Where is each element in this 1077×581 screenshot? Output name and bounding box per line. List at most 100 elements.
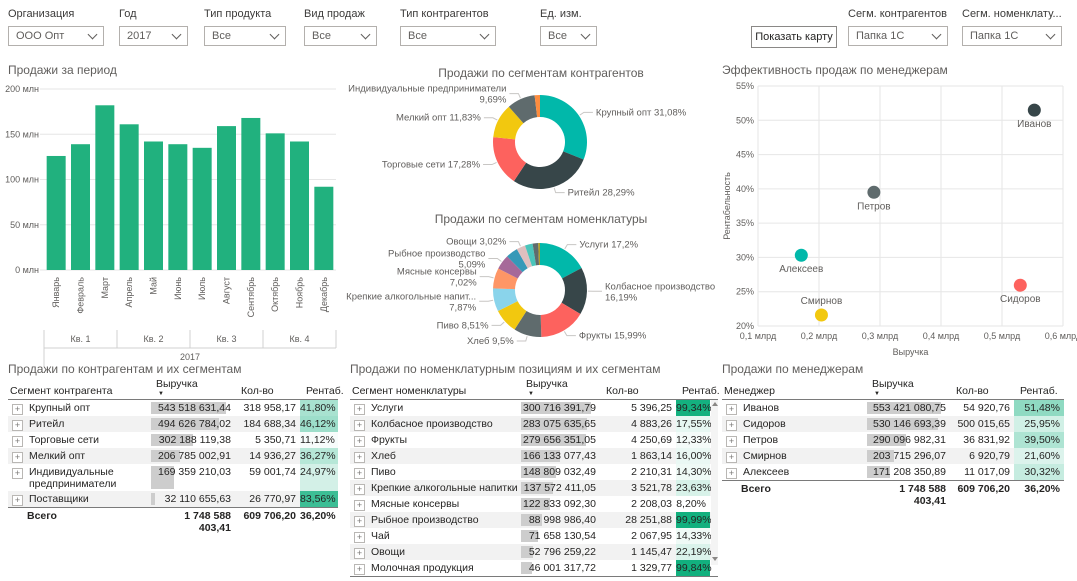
expand-plus-icon[interactable]: + [726,468,737,479]
bar-июнь[interactable] [168,144,188,270]
donut-slice-other[interactable] [507,249,528,273]
table-row-рыбное-производство[interactable]: + Рыбное производство 88 998 986,40 28 251,… [350,512,718,528]
donut-slice-мясные-консервы[interactable] [493,268,518,290]
filter-dropdown-сегм-номенклату-[interactable]: Папка 1С [962,26,1062,46]
column-header-рентаб-[interactable]: Рентаб. [306,385,344,397]
expand-plus-icon[interactable]: + [354,452,365,463]
donut-slice-торговые-сети[interactable] [493,137,527,182]
table-row-иванов[interactable]: + Иванов 553 421 080,75 54 920,76 51,48% [722,400,1064,416]
expand-plus-icon[interactable]: + [12,420,23,431]
donut-slice-other[interactable] [534,95,540,118]
column-header-выручка[interactable]: Выручка ▼ [150,378,235,399]
donut-slice-хлеб[interactable] [514,311,542,337]
filter-dropdown-вид-продаж[interactable]: Все [304,26,377,46]
expand-plus-icon[interactable]: + [12,436,23,447]
bar-январь[interactable] [46,155,66,270]
table-row-поставщики[interactable]: + Поставщики 32 110 655,63 26 770,97 83,56% [8,491,338,507]
table-row-мелкий-опт[interactable]: + Мелкий опт 206 785 002,91 14 936,27 36,27% [8,448,338,464]
column-header-сегмент-контрагента[interactable]: Сегмент контрагента [10,385,113,397]
column-header-кол-во[interactable]: Кол-во [241,385,274,397]
table-row-молочная-продукция[interactable]: + Молочная продукция 46 001 317,72 1 329,77… [350,560,718,576]
donut-slice-фрукты[interactable] [540,302,581,337]
donut-slice-ритейл[interactable] [513,151,584,189]
column-header-сегмент-номенклатуры[interactable]: Сегмент номенклатуры [352,385,467,397]
expand-plus-icon[interactable]: + [354,468,365,479]
table-row-услуги[interactable]: + Услуги 300 716 391,79 5 396,25 99,34% [350,400,718,416]
table-row-чай[interactable]: + Чай 71 658 130,54 2 067,95 14,33% [350,528,718,544]
filter-dropdown-организация[interactable]: ООО Опт [8,26,104,46]
table-row-крупный-опт[interactable]: + Крупный опт 543 518 631,44 318 958,17 41,8… [8,400,338,416]
expand-plus-icon[interactable]: + [726,452,737,463]
table-row-крепкие-алкогольные-напитки[interactable]: + Крепкие алкогольные напитки 137 572 411,… [350,480,718,496]
table-row-ритейл[interactable]: + Ритейл 494 626 784,02 184 688,34 46,12% [8,416,338,432]
column-header-менеджер[interactable]: Менеджер [724,385,775,397]
table-row-фрукты[interactable]: + Фрукты 279 656 351,05 4 250,69 12,33% [350,432,718,448]
expand-plus-icon[interactable]: + [12,468,23,479]
donut-slice-рыбное-производство[interactable] [498,256,523,279]
table-row-колбасное-производство[interactable]: + Колбасное производство 283 075 635,65 4 8… [350,416,718,432]
scroll-down-icon[interactable] [712,557,718,561]
column-header-рентаб-[interactable]: Рентаб. [682,385,720,397]
filter-dropdown-тип-контрагентов[interactable]: Все [400,26,496,46]
column-header-кол-во[interactable]: Кол-во [606,385,639,397]
column-header-кол-во[interactable]: Кол-во [956,385,989,397]
expand-plus-icon[interactable]: + [354,404,365,415]
donut-slice-мелкий-опт[interactable] [493,106,524,140]
expand-plus-icon[interactable]: + [354,516,365,527]
table-row-хлеб[interactable]: + Хлеб 166 133 077,43 1 863,14 16,00% [350,448,718,464]
expand-plus-icon[interactable]: + [354,420,365,431]
filter-dropdown-сегм-контрагентов[interactable]: Папка 1С [848,26,948,46]
expand-plus-icon[interactable]: + [12,495,23,506]
bar-сентябрь[interactable] [241,117,261,271]
filter-dropdown-тип-продукта[interactable]: Все [204,26,286,46]
show-map-button[interactable]: Показать карту [751,26,837,48]
scroll-up-icon[interactable] [712,402,718,406]
scrollbar-track[interactable] [711,400,718,565]
expand-plus-icon[interactable]: + [726,436,737,447]
column-header-рентаб-[interactable]: Рентаб. [1020,385,1058,397]
table-row-петров[interactable]: + Петров 290 096 982,31 36 831,92 39,50% [722,432,1064,448]
expand-plus-icon[interactable]: + [354,484,365,495]
donut-slice-other[interactable] [532,243,540,266]
bar-ноябрь[interactable] [290,141,309,270]
bar-февраль[interactable] [71,144,90,270]
table-row-овощи[interactable]: + Овощи 52 796 259,22 1 145,47 22,19% [350,544,718,560]
bar-июль[interactable] [192,147,212,270]
scatter-point-иванов[interactable] [1027,103,1041,117]
table-row-мясные-консервы[interactable]: + Мясные консервы 122 833 092,30 2 208,03 8,… [350,496,718,512]
table-row-индивидуальные-предприниматели[interactable]: + Индивидуальные предприниматели 169 359 2… [8,464,338,491]
table-row-сидоров[interactable]: + Сидоров 530 146 693,39 500 015,65 25,95% [722,416,1064,432]
scatter-point-алексеев[interactable] [794,248,808,262]
expand-plus-icon[interactable]: + [354,564,365,575]
expand-plus-icon[interactable]: + [354,548,365,559]
bar-март[interactable] [95,105,115,270]
filter-dropdown-год[interactable]: 2017 [119,26,188,46]
column-header-выручка[interactable]: Выручка ▼ [520,378,600,399]
donut-slice-крупный-опт[interactable] [540,95,587,160]
scatter-point-смирнов[interactable] [814,308,828,322]
table-row-торговые-сети[interactable]: + Торговые сети 302 188 119,38 5 350,71 11,1… [8,432,338,448]
expand-plus-icon[interactable]: + [12,452,23,463]
table-row-алексеев[interactable]: + Алексеев 171 208 350,89 11 017,09 30,32% [722,464,1064,480]
donut-slice-пиво[interactable] [497,301,527,330]
donut-slice-индивидуальные-предприниматели[interactable] [508,95,538,124]
table-row-смирнов[interactable]: + Смирнов 203 715 296,07 6 920,79 21,60% [722,448,1064,464]
bar-август[interactable] [217,126,236,270]
bar-декабрь[interactable] [314,186,334,270]
donut-slice-крепкие-алкогольные-напит-[interactable] [493,288,518,311]
bar-апрель[interactable] [119,124,139,270]
expand-plus-icon[interactable]: + [354,532,365,543]
filter-dropdown-ед-изм-[interactable]: Все [540,26,597,46]
bar-октябрь[interactable] [265,133,285,270]
bar-май[interactable] [144,141,163,270]
donut-slice-услуги[interactable] [540,243,582,279]
column-header-выручка[interactable]: Выручка ▼ [866,378,950,399]
expand-plus-icon[interactable]: + [12,404,23,415]
donut-slice-other[interactable] [525,243,537,267]
scatter-point-петров[interactable] [867,185,881,199]
donut-slice-овощи[interactable] [516,245,533,269]
donut-slice-колбасное-производство[interactable] [561,268,587,314]
expand-plus-icon[interactable]: + [354,500,365,511]
expand-plus-icon[interactable]: + [726,420,737,431]
scatter-point-сидоров[interactable] [1013,278,1027,292]
